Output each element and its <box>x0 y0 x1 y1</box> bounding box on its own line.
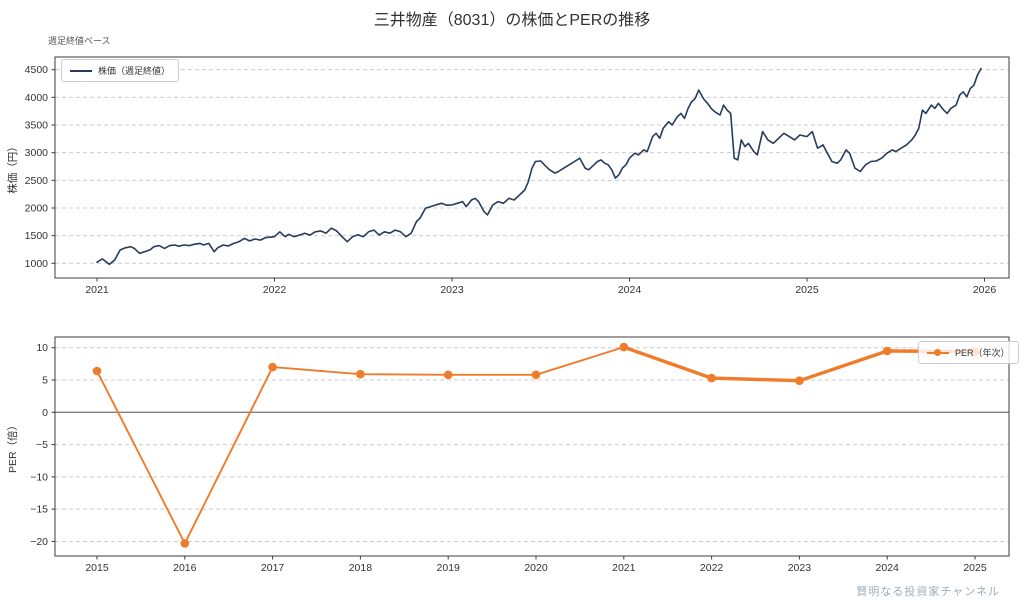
per-marker-2018 <box>356 369 365 379</box>
per-marker-2024 <box>882 346 892 356</box>
x-tick-label: 2024 <box>876 562 900 574</box>
y-tick-label: 4000 <box>25 92 49 104</box>
per-marker-2019 <box>443 370 453 380</box>
x-tick-label: 2025 <box>795 284 819 296</box>
stock-legend-label: 株価（週足終値） <box>98 66 171 76</box>
y-tick-label: −20 <box>30 536 48 548</box>
per-marker-2021 <box>619 342 629 352</box>
x-tick-label: 2024 <box>618 284 642 296</box>
y-tick-label: 3500 <box>25 120 49 132</box>
per-marker-2015 <box>92 366 102 376</box>
y-tick-label: −15 <box>30 504 48 516</box>
x-tick-label: 2023 <box>788 562 812 574</box>
x-tick-label: 2019 <box>437 562 461 574</box>
plot-border <box>54 56 1010 279</box>
y-tick-label: 3000 <box>25 147 49 159</box>
y-axis-title: 株価（円） <box>6 141 19 194</box>
x-tick-label: 2020 <box>524 562 548 574</box>
per-legend: PER（年次） <box>918 341 1019 364</box>
per-marker-2022 <box>707 373 716 383</box>
stock-price-line <box>96 67 982 266</box>
x-tick-label: 2025 <box>963 562 987 574</box>
x-tick-label: 2022 <box>263 284 287 296</box>
y-tick-label: 2000 <box>25 202 49 214</box>
y-tick-label: −10 <box>30 471 48 483</box>
y-tick-label: −5 <box>36 439 48 451</box>
x-tick-label: 2016 <box>173 562 197 574</box>
y-tick-label: 5 <box>42 375 48 387</box>
per-line-marker-icon <box>927 349 949 356</box>
y-tick-label: 2500 <box>25 175 49 187</box>
stock-legend: 株価（週足終値） <box>61 59 180 82</box>
y-tick-label: 1000 <box>25 258 49 270</box>
x-tick-label: 2023 <box>440 284 464 296</box>
basis-note: 週足終値ベース <box>48 36 111 46</box>
x-tick-label: 2026 <box>973 284 997 296</box>
per-marker-2016 <box>180 539 190 548</box>
x-tick-label: 2017 <box>261 562 285 574</box>
y-axis-title: PER（倍） <box>6 420 19 473</box>
watermark: 賢明なる投資家チャンネル <box>856 586 1000 598</box>
x-tick-label: 2021 <box>612 562 636 574</box>
x-tick-label: 2015 <box>85 562 109 574</box>
x-tick-label: 2018 <box>349 562 373 574</box>
y-tick-label: 1500 <box>25 230 49 242</box>
x-tick-label: 2021 <box>85 284 109 296</box>
per-marker-2023 <box>795 376 804 386</box>
figure-title: 三井物産（8031）の株価とPERの推移 <box>373 12 651 29</box>
per-legend-label: PER（年次） <box>955 348 1010 358</box>
stock-line-icon <box>70 69 92 72</box>
per-marker-2020 <box>531 370 541 380</box>
per-marker-2017 <box>268 362 277 372</box>
y-tick-label: 4500 <box>25 64 49 76</box>
y-tick-label: 0 <box>42 407 48 419</box>
plot-border <box>54 336 1010 557</box>
x-tick-label: 2022 <box>700 562 724 574</box>
y-tick-label: 10 <box>36 342 48 354</box>
